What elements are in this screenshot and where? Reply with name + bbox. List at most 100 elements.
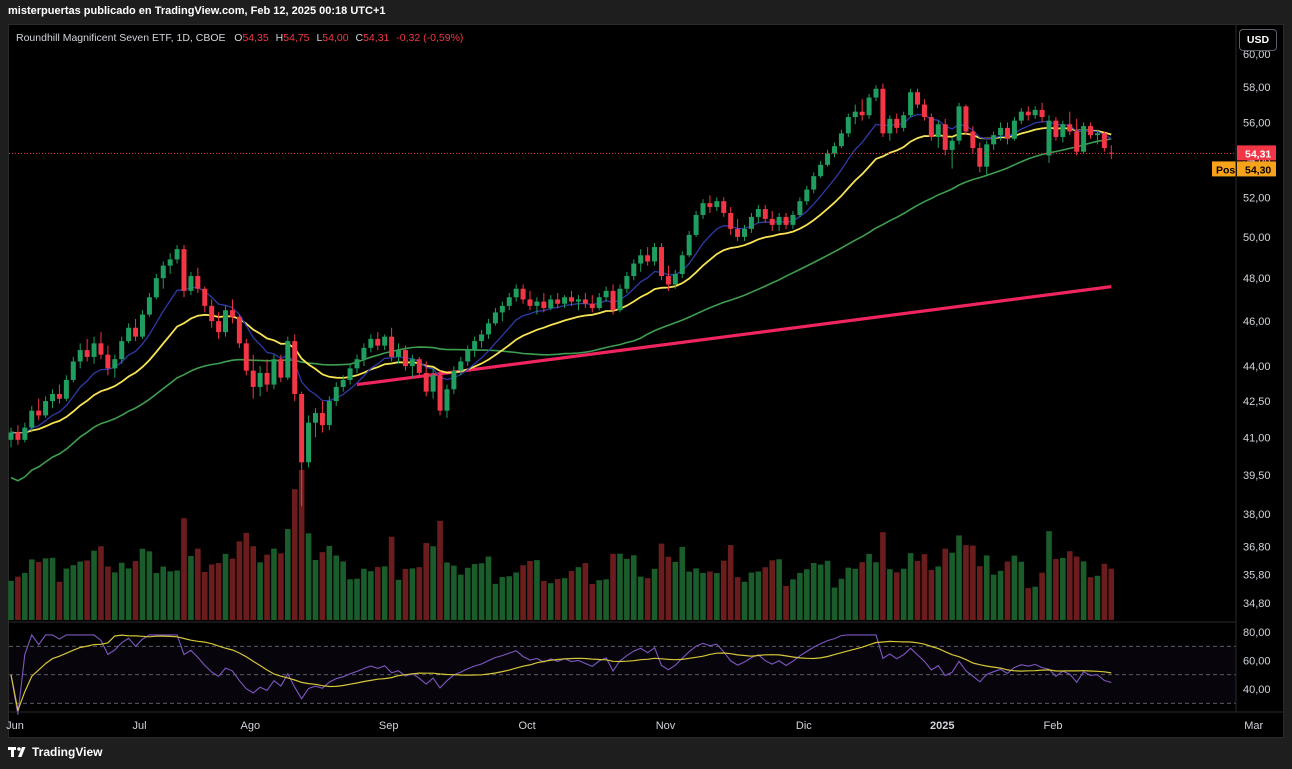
candle-body (935, 124, 941, 137)
close-value: 54,31 (363, 32, 390, 44)
volume-bar (471, 564, 478, 620)
candle-body (562, 297, 568, 304)
candle-body (603, 290, 609, 298)
rsi-axis-tick: 60,00 (1243, 656, 1271, 668)
price-axis-tick: 41,00 (1243, 432, 1271, 444)
price-axis-tick: 44,00 (1243, 361, 1271, 373)
volume-bar (63, 568, 70, 620)
candle-body (942, 124, 948, 150)
candle-body (617, 288, 623, 311)
volume-bar (430, 546, 436, 620)
time-axis-label: Ago (240, 720, 260, 732)
candle-body (409, 359, 415, 367)
candle-body (70, 361, 76, 380)
volume-bar (250, 546, 256, 620)
candle-body (181, 249, 187, 291)
price-axis-tick: 50,00 (1243, 232, 1271, 244)
candle-body (188, 276, 194, 291)
volume-bar (1080, 561, 1087, 620)
volume-bar (762, 567, 769, 620)
candle-body (915, 92, 921, 105)
candle-body (700, 203, 706, 215)
volume-bar (8, 580, 14, 620)
volume-bar (285, 529, 291, 620)
candle-body (160, 265, 166, 279)
candle-body (838, 133, 844, 147)
candle-body (804, 189, 810, 202)
volume-bar (132, 561, 139, 620)
candle-body (98, 343, 104, 355)
volume-bar (243, 532, 250, 620)
candle-body (22, 427, 28, 440)
volume-bar (153, 573, 160, 620)
volume-bar (693, 568, 699, 620)
candle-body (582, 299, 588, 304)
rsi-ma-line (10, 634, 1112, 713)
volume-bar (734, 577, 741, 620)
candle-body (354, 359, 360, 369)
candle-body (105, 354, 111, 369)
candle-body (555, 299, 561, 304)
volume-bar (845, 567, 852, 620)
candle-body (146, 297, 152, 315)
volume-bar (873, 562, 879, 620)
currency-button[interactable]: USD (1239, 29, 1277, 51)
volume-bar (914, 560, 921, 620)
candle-body (209, 305, 215, 322)
volume-bar (679, 546, 686, 620)
time-axis-label: Dic (796, 720, 812, 732)
candle-body (624, 276, 630, 289)
volume-bar (319, 552, 326, 620)
close-label: C (355, 32, 364, 44)
candle-body (437, 375, 443, 411)
candle-body (465, 350, 471, 362)
candle-body (569, 297, 575, 302)
rsi-axis-tick: 40,00 (1243, 684, 1271, 696)
volume-bar (464, 567, 471, 620)
position-value: 54,30 (1245, 164, 1271, 176)
candle-body (1011, 120, 1017, 139)
volume-bar (776, 559, 782, 620)
time-axis-label: Jul (133, 720, 147, 732)
volume-bar (1060, 557, 1066, 620)
time-axis-label: Nov (656, 720, 676, 732)
change-value: -0,32 (-0,59%) (396, 32, 464, 44)
open-value: 54,35 (242, 32, 269, 44)
candle-body (1067, 124, 1073, 132)
volume-bar (485, 556, 492, 620)
candle-body (195, 276, 201, 289)
candle-body (769, 218, 775, 225)
price-axis-tick: 38,00 (1243, 509, 1271, 521)
volume-bar (727, 545, 734, 620)
rsi-line (10, 633, 1112, 715)
volume-bar (340, 561, 346, 620)
candle-body (527, 299, 533, 306)
volume-bar (229, 558, 236, 620)
candle-body (825, 153, 831, 165)
candle-body (776, 216, 782, 225)
volume-bar (188, 555, 194, 620)
volume-bar (499, 577, 506, 620)
symbol-name: Roundhill Magnificent Seven ETF, 1D, CBO… (16, 32, 226, 44)
volume-bar (990, 574, 997, 620)
volume-bar (921, 554, 928, 620)
price-axis-tick: 34,80 (1243, 598, 1271, 610)
candle-body (1018, 111, 1024, 121)
volume-bar (22, 572, 28, 620)
ema-fast-line (10, 113, 1112, 435)
volume-bar (139, 548, 146, 620)
candle-body (1060, 124, 1066, 137)
volume-bar (783, 585, 789, 620)
volume-bar (547, 583, 554, 620)
volume-bar (700, 572, 706, 620)
candle-body (444, 389, 450, 411)
volume-bar (624, 558, 630, 620)
volume-bar (596, 580, 602, 620)
candle-body (312, 413, 318, 423)
volume-bar (361, 568, 367, 620)
candle-body (652, 247, 658, 262)
candle-body (956, 106, 962, 141)
volume-bar (935, 566, 942, 620)
time-axis-label: Feb (1044, 720, 1063, 732)
